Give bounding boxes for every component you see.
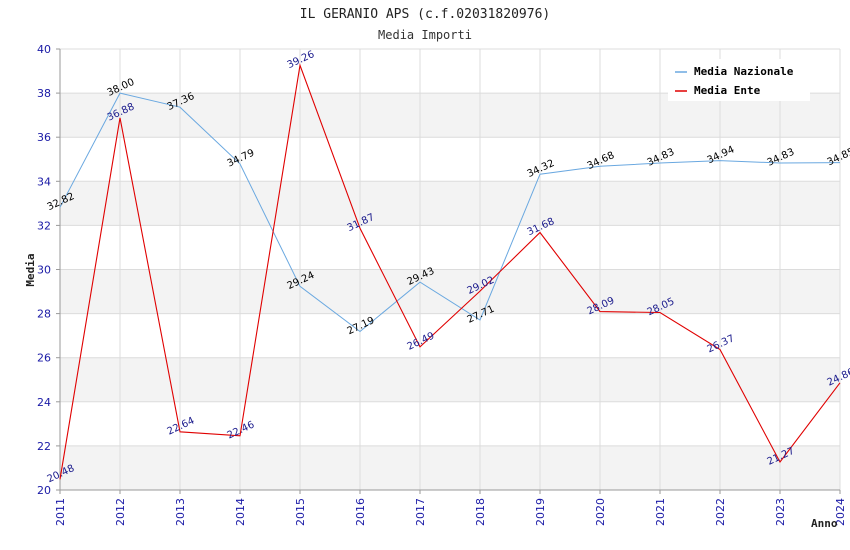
- y-tick-label-28: 28: [37, 308, 51, 321]
- x-axis-label: Anno: [811, 517, 838, 530]
- x-tick-label-2018: 2018: [474, 498, 487, 526]
- y-tick-label-36: 36: [37, 131, 51, 144]
- legend-label-media-ente: Media Ente: [694, 84, 761, 97]
- x-tick-label-2023: 2023: [774, 498, 787, 526]
- axes: [56, 48, 841, 494]
- legend: Media Nazionale Media Ente: [668, 59, 810, 101]
- x-tick-label-2015: 2015: [294, 498, 307, 526]
- x-tick-label-2012: 2012: [114, 498, 127, 526]
- band-28-30: [60, 269, 840, 314]
- y-tick-label-24: 24: [37, 396, 51, 409]
- chart-title: IL GERANIO APS (c.f.02031820976): [300, 7, 550, 22]
- y-tick-label-20: 20: [37, 484, 51, 497]
- y-axis-label: Media: [24, 253, 37, 286]
- legend-box: [668, 59, 810, 101]
- y-tick-label-34: 34: [37, 175, 51, 188]
- x-tick-label-2024: 2024: [834, 498, 847, 526]
- legend-label-media-nazionale: Media Nazionale: [694, 65, 794, 78]
- band-32-34: [60, 181, 840, 226]
- x-tick-label-2014: 2014: [234, 498, 247, 526]
- y-tick-label-40: 40: [37, 43, 51, 56]
- y-tick-label-30: 30: [37, 264, 51, 277]
- series-line-media-nazionale: [59, 92, 841, 333]
- x-tick-label-2022: 2022: [714, 498, 727, 526]
- y-tick-label-26: 26: [37, 352, 51, 365]
- x-tick-label-2013: 2013: [174, 498, 187, 526]
- chart-subtitle: Media Importi: [378, 28, 472, 42]
- x-tick-label-2011: 2011: [54, 498, 67, 526]
- band-24-26: [60, 357, 840, 402]
- x-tick-label-2020: 2020: [594, 498, 607, 526]
- x-tick-label-2021: 2021: [654, 498, 667, 526]
- y-tick-label-38: 38: [37, 87, 51, 100]
- band-20-22: [60, 445, 840, 490]
- y-tick-label-32: 32: [37, 219, 51, 232]
- series-line-media-ente: [59, 63, 841, 480]
- x-tick-label-2016: 2016: [354, 498, 367, 526]
- x-tick-label-2019: 2019: [534, 498, 547, 526]
- series-lines: [59, 63, 841, 480]
- y-tick-label-22: 22: [37, 440, 51, 453]
- x-tick-label-2017: 2017: [414, 498, 427, 526]
- grid-lines: [59, 48, 841, 491]
